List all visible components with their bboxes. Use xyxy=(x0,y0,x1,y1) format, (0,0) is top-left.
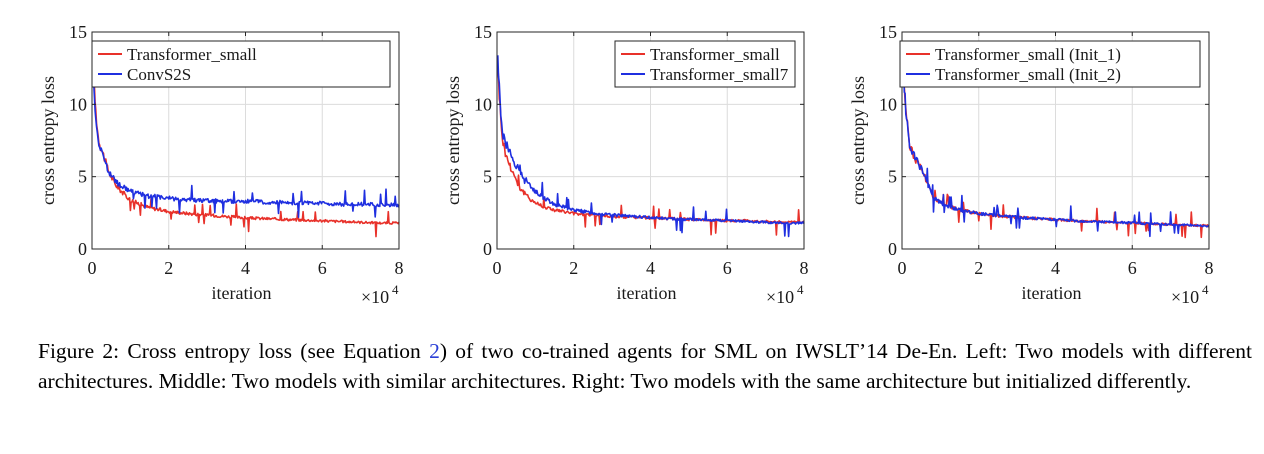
x-tick-label: 6 xyxy=(318,258,327,278)
y-tick-label: 0 xyxy=(78,239,87,259)
y-tick-label: 15 xyxy=(879,22,897,42)
x-axis-label: iteration xyxy=(212,283,272,303)
chart-panel-2: 0 2 4 6 8 0 5 10 15 iteration cross entropy loss ×1… xyxy=(443,22,809,307)
x-axis-multiplier: ×10 xyxy=(1171,287,1199,307)
y-tick-label: 5 xyxy=(78,167,87,187)
x-axis-multiplier-exponent: 4 xyxy=(1202,282,1209,297)
legend: Transformer_small (Init_1)Transformer_sm… xyxy=(899,40,1201,88)
x-axis-label: iteration xyxy=(617,283,677,303)
series-line-2 xyxy=(497,55,805,238)
y-tick-label: 0 xyxy=(483,239,492,259)
legend-label-1: Transformer_small xyxy=(127,45,257,64)
figure-caption: Figure 2: Cross entropy loss (see Equati… xyxy=(38,336,1252,396)
y-tick-label: 15 xyxy=(474,22,492,42)
y-tick-label: 10 xyxy=(474,94,492,114)
y-tick-label: 15 xyxy=(69,22,87,42)
x-tick-label: 6 xyxy=(723,258,732,278)
x-tick-label: 2 xyxy=(974,258,983,278)
y-tick-label: 10 xyxy=(879,94,897,114)
legend-label-1: Transformer_small (Init_1) xyxy=(935,45,1121,64)
chart-panel-1: 0 2 4 6 8 0 5 10 15 iteration cross entropy loss ×1… xyxy=(38,22,404,307)
y-tick-label: 0 xyxy=(888,239,897,259)
x-tick-label: 0 xyxy=(88,258,97,278)
y-tick-label: 5 xyxy=(483,167,492,187)
y-tick-label: 5 xyxy=(888,167,897,187)
legend-box xyxy=(91,40,391,88)
series-line-1 xyxy=(92,47,400,238)
x-axis-multiplier-exponent: 4 xyxy=(392,282,399,297)
x-tick-label: 2 xyxy=(164,258,173,278)
legend-label-1: Transformer_small xyxy=(650,45,780,64)
x-tick-label: 6 xyxy=(1128,258,1137,278)
y-tick-label: 10 xyxy=(69,94,87,114)
x-tick-label: 0 xyxy=(898,258,907,278)
x-tick-label: 8 xyxy=(800,258,809,278)
x-tick-label: 8 xyxy=(1205,258,1214,278)
x-tick-label: 4 xyxy=(1051,258,1060,278)
x-tick-label: 4 xyxy=(646,258,655,278)
legend-box xyxy=(614,40,796,88)
x-axis-multiplier-exponent: 4 xyxy=(797,282,804,297)
legend-label-2: ConvS2S xyxy=(127,65,191,84)
series-line-2 xyxy=(92,69,400,218)
figure-panels: 0 2 4 6 8 0 5 10 15 iteration cross entropy loss ×1… xyxy=(38,22,1214,307)
x-tick-label: 4 xyxy=(241,258,250,278)
x-tick-label: 8 xyxy=(395,258,404,278)
chart-panel-3: 0 2 4 6 8 0 5 10 15 iteration cross entropy loss ×1… xyxy=(848,22,1214,307)
series-line-2 xyxy=(902,46,1210,238)
x-axis-label: iteration xyxy=(1022,283,1082,303)
x-tick-label: 0 xyxy=(493,258,502,278)
y-axis-label: cross entropy loss xyxy=(443,76,463,205)
x-tick-label: 2 xyxy=(569,258,578,278)
y-axis-label: cross entropy loss xyxy=(848,76,868,205)
caption-text-rest: ) of two co-trained agents for SML on IW… xyxy=(38,339,1252,393)
caption-text: Figure 2: Cross entropy loss (see Equati… xyxy=(38,339,430,363)
x-axis-multiplier: ×10 xyxy=(361,287,389,307)
y-axis-label: cross entropy loss xyxy=(38,76,58,205)
legend-box xyxy=(899,40,1201,88)
equation-reference-link[interactable]: 2 xyxy=(429,339,440,363)
x-axis-multiplier: ×10 xyxy=(766,287,794,307)
legend-label-2: Transformer_small (Init_2) xyxy=(935,65,1121,84)
legend-label-2: Transformer_small7 xyxy=(650,65,789,84)
